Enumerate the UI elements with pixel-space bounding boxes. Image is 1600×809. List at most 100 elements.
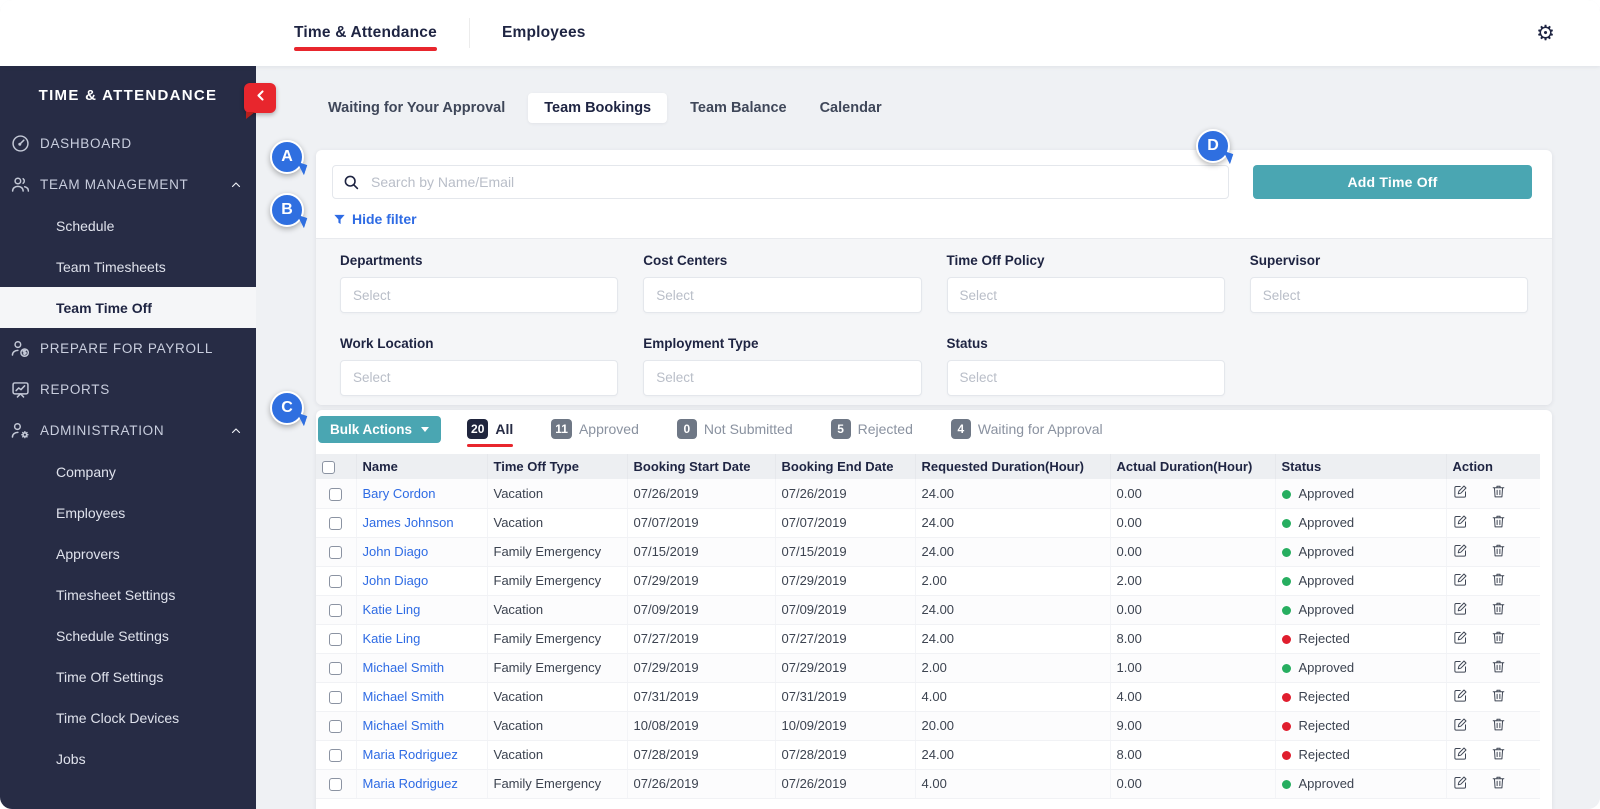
sidebar-item-team-management[interactable]: TEAM MANAGEMENT bbox=[0, 164, 256, 205]
edit-icon[interactable] bbox=[1453, 543, 1469, 559]
row-checkbox[interactable] bbox=[329, 604, 342, 617]
gear-icon[interactable]: ⚙ bbox=[1536, 0, 1555, 66]
edit-icon[interactable] bbox=[1453, 484, 1469, 500]
tab-waiting-for-your-approval[interactable]: Waiting for Your Approval bbox=[318, 93, 515, 123]
row-checkbox[interactable] bbox=[329, 749, 342, 762]
status-select[interactable] bbox=[947, 360, 1225, 396]
trash-icon[interactable] bbox=[1491, 484, 1507, 500]
status-tab-waiting-for-approval[interactable]: 4Waiting for Approval bbox=[951, 419, 1103, 439]
trash-icon[interactable] bbox=[1491, 746, 1507, 762]
row-checkbox[interactable] bbox=[329, 720, 342, 733]
row-checkbox[interactable] bbox=[329, 575, 342, 588]
trash-icon[interactable] bbox=[1491, 630, 1507, 646]
sidebar-item-prepare-for-payroll[interactable]: PREPARE FOR PAYROLL bbox=[0, 328, 256, 369]
trash-icon[interactable] bbox=[1491, 775, 1507, 791]
work-location-select[interactable] bbox=[340, 360, 618, 396]
edit-icon[interactable] bbox=[1453, 717, 1469, 733]
hide-filter-toggle[interactable]: Hide filter bbox=[333, 211, 417, 227]
cell-status: Rejected bbox=[1275, 711, 1446, 740]
status-dot bbox=[1282, 548, 1291, 557]
row-checkbox[interactable] bbox=[329, 517, 342, 530]
edit-icon[interactable] bbox=[1453, 688, 1469, 704]
sidebar-item-schedule-settings[interactable]: Schedule Settings bbox=[0, 615, 256, 656]
status-tab-all[interactable]: 20All bbox=[467, 419, 513, 439]
sidebar-item-team-timesheets[interactable]: Team Timesheets bbox=[0, 246, 256, 287]
topnav-employees[interactable]: Employees bbox=[502, 0, 586, 66]
sidebar-item-schedule[interactable]: Schedule bbox=[0, 205, 256, 246]
sidebar-item-reports[interactable]: REPORTS bbox=[0, 369, 256, 410]
employee-name-link[interactable]: Michael Smith bbox=[363, 718, 445, 733]
sidebar-item-approvers[interactable]: Approvers bbox=[0, 533, 256, 574]
trash-icon[interactable] bbox=[1491, 688, 1507, 704]
status-tab-rejected[interactable]: 5Rejected bbox=[831, 419, 913, 439]
select-all-checkbox[interactable] bbox=[322, 461, 335, 474]
status-tab-label: Rejected bbox=[858, 421, 913, 437]
sidebar-item-administration[interactable]: ADMINISTRATION bbox=[0, 410, 256, 451]
edit-icon[interactable] bbox=[1453, 659, 1469, 675]
status-tab-approved[interactable]: 11Approved bbox=[551, 419, 639, 439]
departments-select[interactable] bbox=[340, 277, 618, 313]
tab-team-bookings[interactable]: Team Bookings bbox=[528, 93, 667, 123]
status-label: Approved bbox=[1299, 486, 1355, 501]
edit-icon[interactable] bbox=[1453, 601, 1469, 617]
sidebar-collapse-button[interactable] bbox=[244, 83, 276, 113]
trash-icon[interactable] bbox=[1491, 601, 1507, 617]
edit-icon[interactable] bbox=[1453, 514, 1469, 530]
cell-booking-end-date: 07/28/2019 bbox=[775, 740, 915, 769]
time-off-policy-select[interactable] bbox=[947, 277, 1225, 313]
employee-name-link[interactable]: John Diago bbox=[363, 573, 429, 588]
employee-name-link[interactable]: Michael Smith bbox=[363, 660, 445, 675]
row-checkbox[interactable] bbox=[329, 633, 342, 646]
employee-name-link[interactable]: Katie Ling bbox=[363, 602, 421, 617]
status-tab-not-submitted[interactable]: 0Not Submitted bbox=[677, 419, 793, 439]
trash-icon[interactable] bbox=[1491, 717, 1507, 733]
cell-booking-start-date: 07/26/2019 bbox=[627, 479, 775, 508]
employee-name-link[interactable]: John Diago bbox=[363, 544, 429, 559]
row-checkbox[interactable] bbox=[329, 691, 342, 704]
column-header-name: Name bbox=[356, 454, 487, 479]
edit-icon[interactable] bbox=[1453, 746, 1469, 762]
app-screen: Time & AttendanceEmployees ⚙ TIME & ATTE… bbox=[0, 0, 1600, 809]
supervisor-select[interactable] bbox=[1250, 277, 1528, 313]
trash-icon[interactable] bbox=[1491, 659, 1507, 675]
row-checkbox[interactable] bbox=[329, 778, 342, 791]
trash-icon[interactable] bbox=[1491, 514, 1507, 530]
bulk-actions-button[interactable]: Bulk Actions bbox=[318, 416, 441, 443]
tab-team-balance[interactable]: Team Balance bbox=[680, 93, 796, 123]
topnav-time-attendance[interactable]: Time & Attendance bbox=[294, 0, 437, 66]
row-checkbox[interactable] bbox=[329, 662, 342, 675]
employee-name-link[interactable]: Katie Ling bbox=[363, 631, 421, 646]
employee-name-link[interactable]: Maria Rodriguez bbox=[363, 776, 458, 791]
trash-icon[interactable] bbox=[1491, 543, 1507, 559]
sidebar-item-timesheet-settings[interactable]: Timesheet Settings bbox=[0, 574, 256, 615]
sidebar-item-label: Approvers bbox=[56, 546, 120, 562]
row-checkbox[interactable] bbox=[329, 546, 342, 559]
sidebar-item-team-time-off[interactable]: Team Time Off bbox=[0, 287, 256, 328]
cost-centers-select[interactable] bbox=[643, 277, 921, 313]
sidebar-item-time-clock-devices[interactable]: Time Clock Devices bbox=[0, 697, 256, 738]
employee-name-link[interactable]: Bary Cordon bbox=[363, 486, 436, 501]
employee-name-link[interactable]: James Johnson bbox=[363, 515, 454, 530]
sidebar-item-jobs[interactable]: Jobs bbox=[0, 738, 256, 779]
tab-calendar[interactable]: Calendar bbox=[810, 93, 892, 123]
edit-icon[interactable] bbox=[1453, 775, 1469, 791]
filter-label: Employment Type bbox=[643, 336, 921, 351]
employee-name-link[interactable]: Maria Rodriguez bbox=[363, 747, 458, 762]
employee-name-link[interactable]: Michael Smith bbox=[363, 689, 445, 704]
sidebar-item-dashboard[interactable]: DASHBOARD bbox=[0, 123, 256, 164]
sidebar-item-company[interactable]: Company bbox=[0, 451, 256, 492]
edit-icon[interactable] bbox=[1453, 572, 1469, 588]
edit-icon[interactable] bbox=[1453, 630, 1469, 646]
employment-type-select[interactable] bbox=[643, 360, 921, 396]
search-icon bbox=[343, 174, 359, 190]
sidebar-item-employees[interactable]: Employees bbox=[0, 492, 256, 533]
filter-label: Cost Centers bbox=[643, 253, 921, 268]
cell-action bbox=[1446, 653, 1540, 682]
cell-booking-end-date: 07/29/2019 bbox=[775, 566, 915, 595]
search-input[interactable] bbox=[369, 173, 1218, 191]
cell-time-off-type: Family Emergency bbox=[487, 653, 627, 682]
trash-icon[interactable] bbox=[1491, 572, 1507, 588]
add-time-off-button[interactable]: Add Time Off bbox=[1253, 165, 1532, 199]
sidebar-item-time-off-settings[interactable]: Time Off Settings bbox=[0, 656, 256, 697]
row-checkbox[interactable] bbox=[329, 488, 342, 501]
